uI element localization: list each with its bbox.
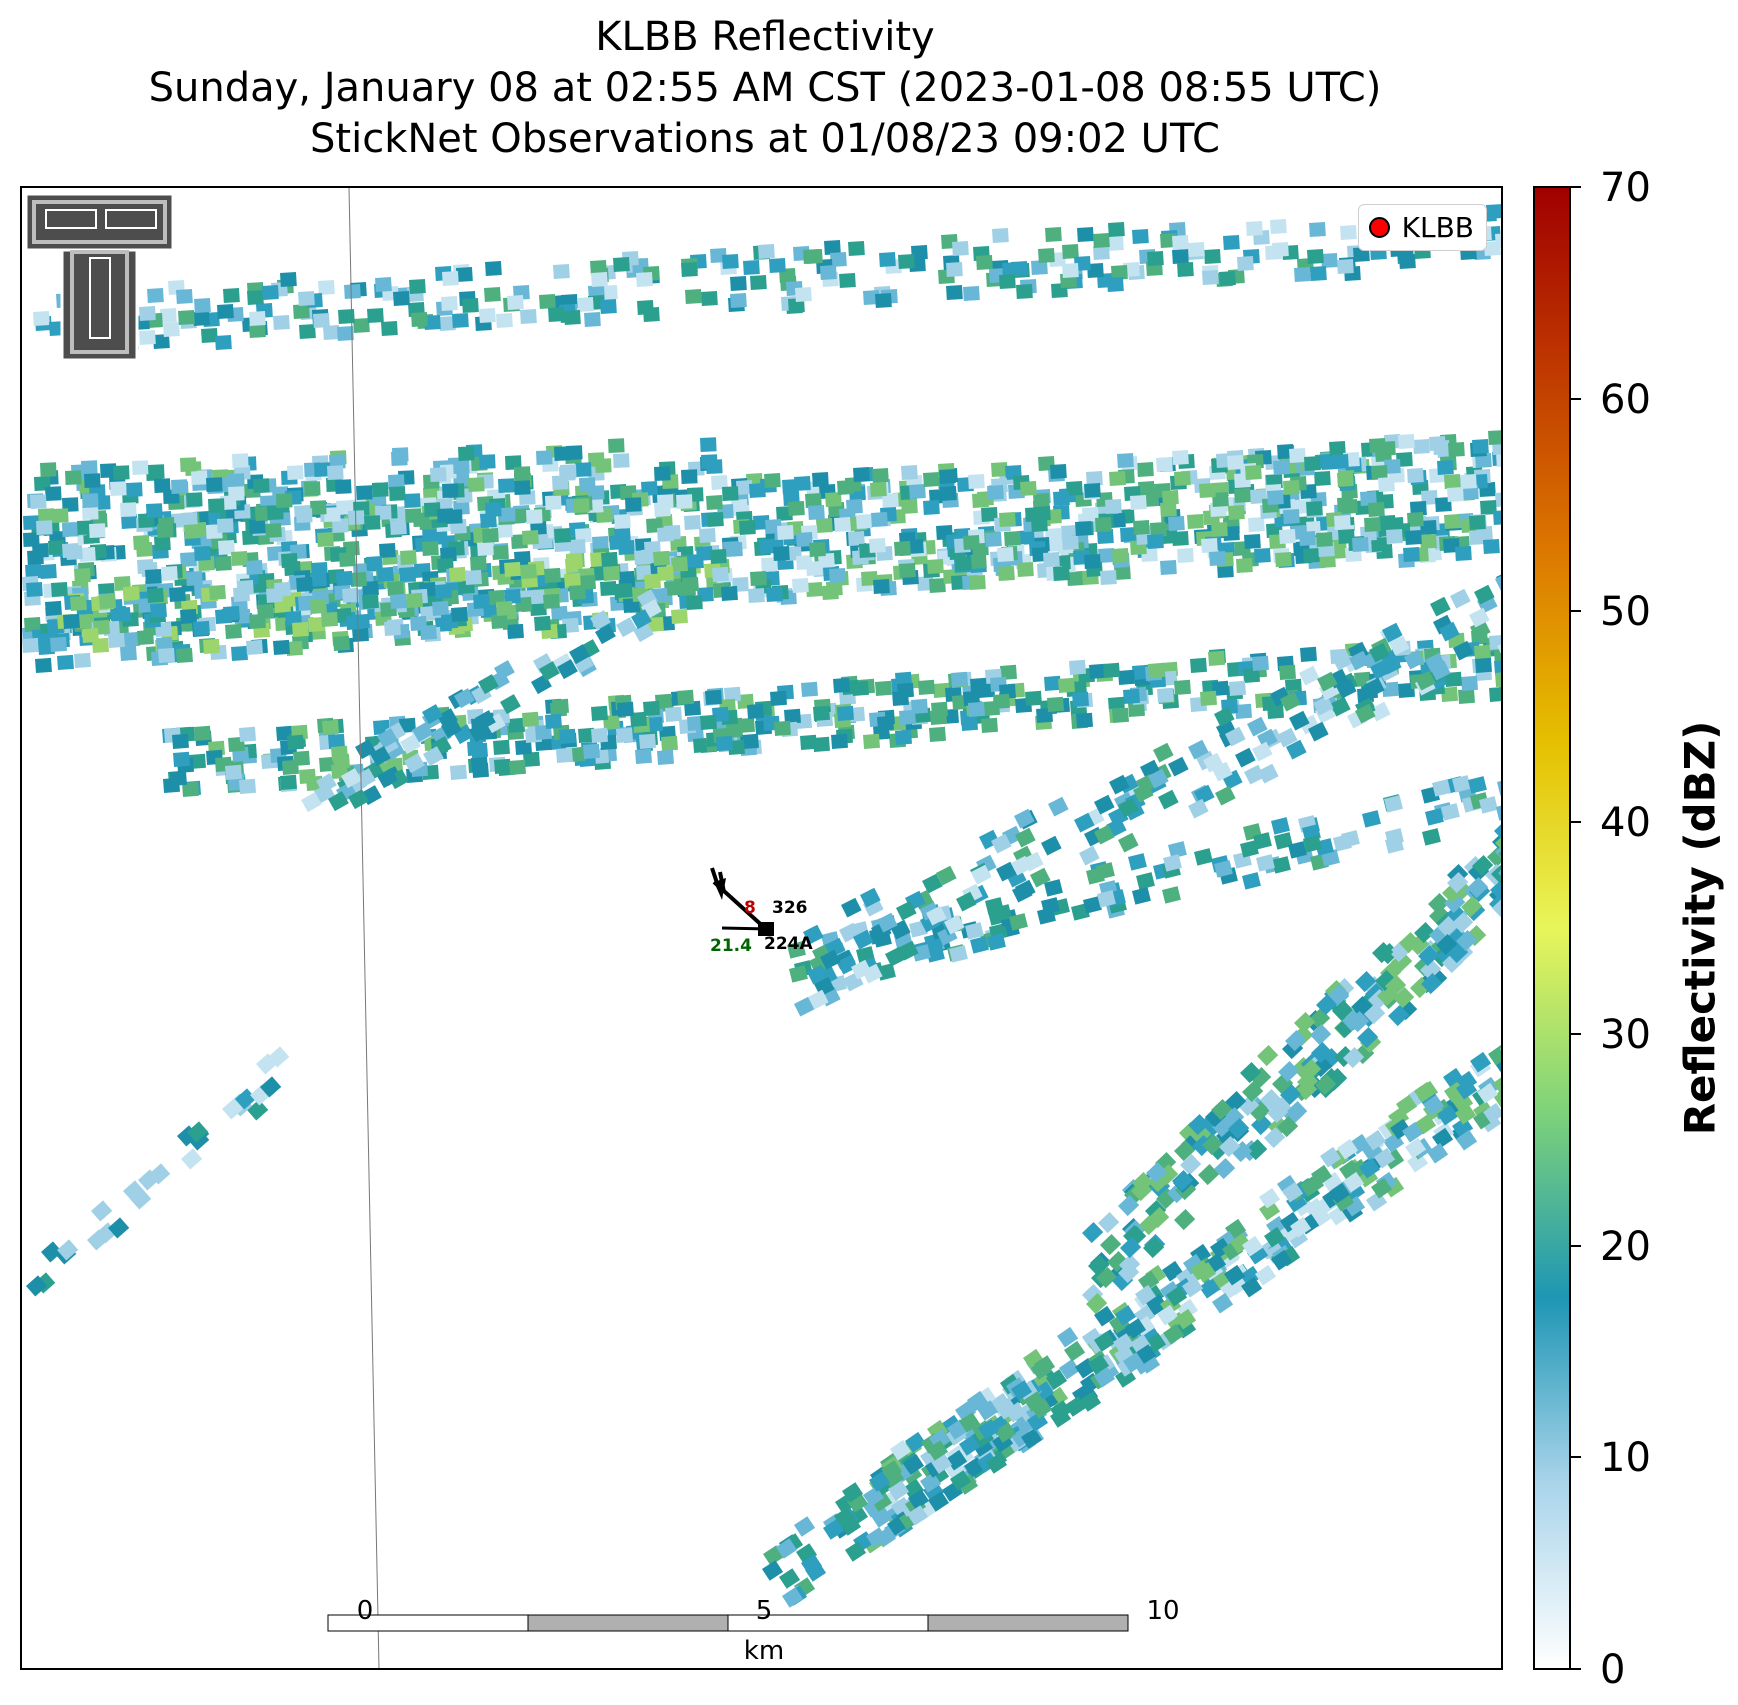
radar-site-marker-icon: [1368, 217, 1390, 238]
scale-tick-5: 5: [755, 1596, 773, 1626]
colorbar-tick-30: 30: [1600, 1012, 1651, 1058]
chart-title: KLBB Reflectivity Sunday, January 08 at …: [20, 12, 1510, 165]
scale-bar-segment: [527, 1614, 729, 1632]
scale-bar-segment: [927, 1614, 1129, 1632]
colorbar-tick-mark: [1571, 821, 1581, 823]
colorbar-title: Reflectivity (dBZ): [1675, 720, 1725, 1136]
reflectivity-field: [22, 188, 1501, 1668]
colorbar: [1533, 186, 1571, 1670]
county-boundary-line: [348, 188, 380, 1668]
reflectivity-cells: [22, 204, 1501, 1608]
scale-tick-0: 0: [356, 1596, 374, 1626]
colorbar-tick-mark: [1571, 398, 1581, 400]
legend-label: KLBB: [1401, 211, 1474, 244]
colorbar-tick-mark: [1571, 1033, 1581, 1035]
colorbar-tick-0: 0: [1600, 1647, 1626, 1693]
scale-tick-10: 10: [1146, 1596, 1180, 1626]
colorbar-tick-10: 10: [1600, 1435, 1651, 1481]
radar-map[interactable]: KLBB 0 5 10 km 8 326 21.4 224A: [20, 186, 1503, 1670]
colorbar-tick-mark: [1571, 1245, 1581, 1247]
colorbar-tick-70: 70: [1600, 165, 1651, 211]
map-legend: KLBB: [1357, 204, 1487, 251]
station-dewpoint: 21.4: [710, 936, 752, 956]
station-pressure: 326: [772, 898, 808, 918]
colorbar-tick-mark: [1571, 1668, 1581, 1670]
double-t-logo: [24, 192, 175, 362]
title-observations: StickNet Observations at 01/08/23 09:02 …: [310, 116, 1220, 162]
station-temperature: 8: [744, 898, 756, 918]
colorbar-tick-mark: [1571, 186, 1581, 188]
colorbar-tick-50: 50: [1600, 589, 1651, 635]
colorbar-tick-mark: [1571, 1456, 1581, 1458]
station-id: 224A: [764, 934, 813, 954]
colorbar-tick-mark: [1571, 610, 1581, 612]
colorbar-tick-60: 60: [1600, 377, 1651, 423]
scale-unit: km: [743, 1636, 785, 1666]
station-plot: [710, 867, 774, 936]
colorbar-tick-20: 20: [1600, 1224, 1651, 1270]
title-datetime: Sunday, January 08 at 02:55 AM CST (2023…: [148, 65, 1382, 111]
title-radar: KLBB Reflectivity: [595, 14, 935, 60]
colorbar-tick-40: 40: [1600, 800, 1651, 846]
